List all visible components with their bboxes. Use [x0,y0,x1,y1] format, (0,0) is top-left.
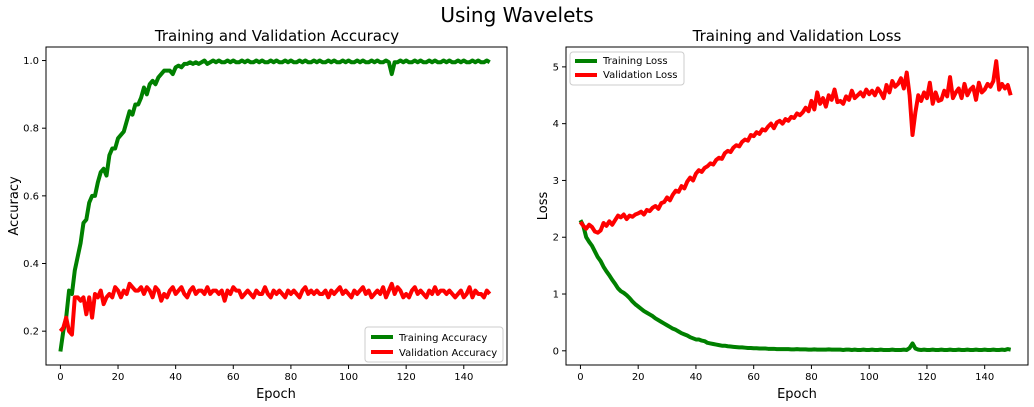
loss-xtick-label: 140 [975,372,994,383]
accuracy-ytick-label: 0.2 [23,327,39,338]
accuracy-chart: Training and Validation Accuracy 0.20.40… [7,27,508,402]
loss-y-axis-label: Loss [536,192,551,221]
loss-series [578,59,1013,352]
loss-ytick-labels: 0 1 2 3 4 5 [553,62,566,357]
figure-suptitle: Using Wavelets [440,3,593,27]
accuracy-legend: Training Accuracy Validation Accuracy [364,326,504,363]
legend-label-training-loss: Training Loss [602,56,668,67]
legend-box [569,51,685,86]
accuracy-ytick-label: 0.8 [23,124,39,135]
loss-legend: Training Loss Validation Loss [569,51,685,86]
legend-label-validation-accuracy: Validation Accuracy [399,348,497,359]
loss-xtick-label: 60 [747,372,760,383]
accuracy-xtick-label: 100 [339,372,358,383]
loss-xtick-label: 40 [690,372,703,383]
accuracy-xtick-label: 60 [227,372,240,383]
accuracy-xtick-label: 20 [112,372,125,383]
loss-x-axis-label: Epoch [777,387,817,402]
loss-xtick-label: 80 [805,372,818,383]
accuracy-plot-area [45,46,508,366]
loss-ytick-label: 4 [553,119,559,130]
loss-ytick-label: 0 [553,346,559,357]
accuracy-ytick-label: 0.4 [23,259,39,270]
loss-chart: Training and Validation Loss 0 1 2 3 4 5 0 20 4… [536,27,1029,402]
loss-xtick-label: 120 [917,372,936,383]
accuracy-series [58,58,492,352]
accuracy-ytick-label: 1.0 [23,56,39,67]
series-line-validation-loss [578,59,1013,235]
legend-label-training-accuracy: Training Accuracy [398,333,487,344]
accuracy-x-axis-label: Epoch [256,387,296,402]
accuracy-chart-title: Training and Validation Accuracy [154,27,399,45]
series-line-training-loss [578,219,1012,352]
loss-xtick-label: 0 [577,372,583,383]
loss-plot-area [565,46,1029,366]
loss-ytick-label: 1 [553,290,559,301]
accuracy-xtick-labels: 0 20 40 60 80 100 120 140 [57,365,473,383]
loss-xtick-label: 100 [860,372,879,383]
accuracy-xtick-label: 40 [169,372,182,383]
accuracy-xtick-label: 140 [454,372,473,383]
accuracy-xtick-label: 0 [57,372,63,383]
loss-xtick-labels: 0 20 40 60 80 100 120 140 [577,365,994,383]
legend-label-validation-loss: Validation Loss [603,70,678,81]
legend-box [364,326,504,363]
accuracy-ytick-label: 0.6 [23,191,39,202]
series-line-training-accuracy [58,58,491,352]
accuracy-xtick-label: 120 [397,372,416,383]
accuracy-ytick-labels: 0.2 0.4 0.6 0.8 1.0 [23,56,46,338]
loss-xtick-label: 20 [632,372,645,383]
accuracy-xtick-label: 80 [285,372,298,383]
loss-ytick-label: 2 [553,233,559,244]
accuracy-y-axis-label: Accuracy [7,176,22,236]
loss-ytick-label: 5 [553,62,559,73]
series-line-validation-accuracy [58,281,492,337]
loss-chart-title: Training and Validation Loss [692,27,902,45]
loss-ytick-label: 3 [553,176,559,187]
